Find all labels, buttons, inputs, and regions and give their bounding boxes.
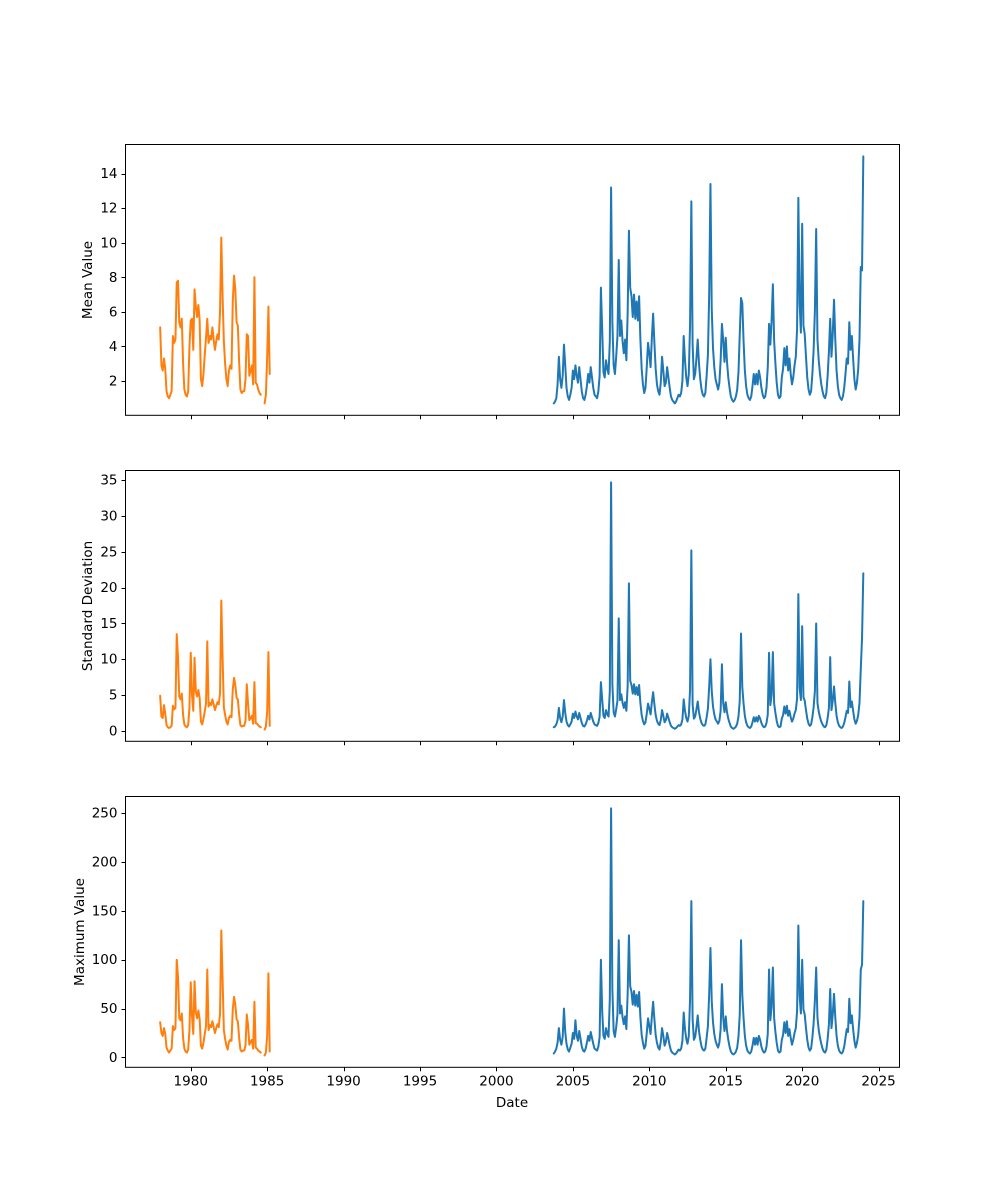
x-tick-label: 2020 — [785, 1073, 819, 1089]
series-blue-2003-2024-line — [552, 807, 865, 1056]
y-tick-label: 100 — [92, 952, 118, 968]
y-tick-label: 250 — [92, 806, 118, 822]
y-tick-label: 10 — [100, 235, 117, 251]
y-tick-label: 30 — [100, 509, 117, 525]
x-tick-label: 1995 — [403, 1073, 437, 1089]
y-tick-label: 25 — [100, 544, 117, 560]
axes-frame — [125, 144, 900, 416]
x-tick-label: 2015 — [709, 1073, 743, 1089]
y-tick-label: 14 — [100, 166, 117, 182]
ylabel-mean-value: Mean Value — [80, 240, 96, 320]
series-blue-2003-2024-line — [552, 481, 865, 730]
x-tick-label: 2000 — [479, 1073, 513, 1089]
series-blue-2003-2024-line — [552, 155, 865, 405]
subplot-maximum-value: 1980 1985 1990 1995 2000 2005 2010 2015 2020 2025… — [92, 796, 900, 1089]
y-tick-label: 5 — [109, 688, 118, 704]
axes-frame — [125, 796, 900, 1068]
y-tick-label: 150 — [92, 903, 118, 919]
x-tick-label: 1980 — [174, 1073, 208, 1089]
x-tick-label: 1990 — [326, 1073, 360, 1089]
subplot-mean-value: 2 4 6 8 10 12 14 — [100, 144, 900, 420]
y-tick-label: 10 — [100, 652, 117, 668]
y-tick-label: 8 — [109, 270, 118, 286]
subplot-standard-deviation: 0 5 10 15 20 25 30 35 — [100, 470, 900, 746]
y-tick-label: 0 — [109, 723, 118, 739]
y-tick-label: 0 — [109, 1050, 118, 1066]
y-tick-label: 200 — [92, 855, 118, 871]
y-tick-label: 20 — [100, 580, 117, 596]
ylabel-standard-deviation: Standard Deviation — [80, 540, 96, 672]
y-tick-label: 2 — [109, 373, 118, 389]
x-tick-label: 2005 — [556, 1073, 590, 1089]
y-tick-label: 35 — [100, 473, 117, 489]
ylabel-maximum-value: Maximum Value — [72, 878, 88, 986]
series-orange-1978-1985-line — [159, 929, 271, 1057]
y-tick-label: 6 — [109, 304, 118, 320]
x-tick-label: 2025 — [861, 1073, 895, 1089]
xlabel-date: Date — [495, 1095, 529, 1111]
y-tick-label: 50 — [100, 1001, 117, 1017]
series-orange-1978-1985-line — [159, 599, 271, 731]
axes-frame — [125, 470, 900, 742]
y-tick-label: 12 — [100, 201, 117, 217]
x-tick-label: 2010 — [632, 1073, 666, 1089]
y-tick-label: 15 — [100, 616, 117, 632]
y-tick-label: 4 — [109, 339, 118, 355]
x-tick-label: 1985 — [250, 1073, 284, 1089]
series-orange-1978-1985-line — [159, 236, 271, 405]
